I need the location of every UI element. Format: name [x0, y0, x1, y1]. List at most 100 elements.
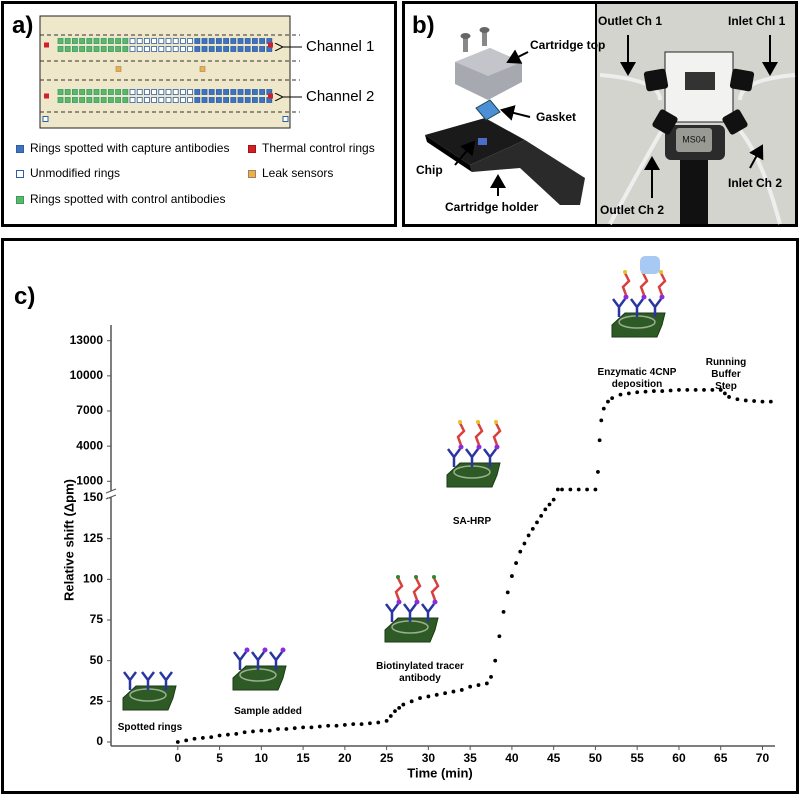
ring	[172, 89, 179, 95]
data-point	[510, 574, 514, 578]
y-tick-label: 10000	[70, 368, 104, 382]
data-point	[401, 702, 406, 707]
ring	[251, 97, 258, 103]
biotin	[432, 575, 436, 579]
ring	[230, 89, 237, 95]
antigen	[476, 444, 482, 450]
data-point	[597, 438, 602, 443]
channel-dividers	[40, 34, 300, 113]
data-point	[284, 727, 289, 731]
ring	[129, 89, 136, 95]
ring	[151, 97, 158, 103]
tracer	[430, 577, 440, 601]
legend-item: Rings spotted with control antibodies	[16, 192, 225, 206]
ring	[237, 38, 244, 44]
ring	[136, 97, 143, 103]
data-point	[418, 696, 422, 700]
ring	[237, 89, 244, 95]
plot: 0 25 50 75 100 125 150 1000 4000 7000 10000 13000 0 5…	[61, 256, 775, 780]
ring	[187, 89, 194, 95]
cartridge-photo	[595, 4, 796, 225]
x-tick-label: 25	[380, 751, 394, 765]
data-point	[514, 561, 518, 565]
antibody	[233, 651, 247, 670]
ring-array	[42, 38, 289, 122]
ring	[79, 38, 85, 44]
data-point	[434, 692, 439, 697]
biotin	[414, 575, 418, 579]
panel-label: b)	[412, 12, 435, 39]
antibody	[159, 671, 173, 690]
data-point	[301, 725, 306, 730]
antigen	[659, 294, 665, 300]
data-point	[251, 729, 255, 734]
y-tick-label: 125	[83, 531, 103, 545]
corner-ring	[42, 116, 49, 122]
antigen	[280, 647, 286, 653]
ring	[201, 46, 208, 52]
antibody	[483, 448, 497, 467]
data-point	[668, 388, 673, 393]
x-tick-label: 35	[463, 751, 477, 765]
data-point	[593, 487, 598, 492]
biotin	[458, 420, 462, 424]
ring	[72, 38, 78, 44]
ring	[244, 89, 251, 95]
ring	[223, 38, 230, 44]
data-point	[226, 732, 230, 737]
thermal-ring	[268, 42, 273, 48]
data-point	[426, 694, 431, 699]
ring	[259, 38, 266, 44]
data-point	[599, 418, 604, 423]
x-axis-label: Time (min)	[407, 765, 473, 780]
ring	[79, 46, 85, 52]
ring	[259, 89, 266, 95]
ring	[158, 97, 165, 103]
ring	[251, 46, 258, 52]
antibody	[465, 448, 479, 467]
data-point	[539, 513, 544, 518]
legend-swatch	[16, 145, 24, 153]
biotin	[623, 270, 627, 274]
legend-item: Leak sensors	[248, 166, 333, 180]
legend-text: Thermal control rings	[262, 141, 375, 155]
ring	[215, 46, 222, 52]
ring	[64, 97, 71, 103]
chip-id: MS04	[682, 134, 706, 144]
x-tick-label: 30	[422, 751, 436, 765]
data-point	[543, 507, 548, 512]
ring	[100, 89, 107, 95]
ring	[122, 38, 129, 44]
data-point	[292, 726, 297, 731]
antibody	[269, 651, 283, 670]
ring	[201, 97, 208, 103]
part-label: Cartridge top	[530, 38, 606, 52]
data-point	[610, 396, 615, 401]
biotin	[494, 420, 498, 424]
precipitate-glow	[640, 256, 660, 274]
data-point	[443, 691, 447, 696]
data-point	[585, 487, 589, 492]
tracer	[394, 577, 404, 601]
legend-item: Unmodified rings	[16, 166, 120, 180]
data-point	[660, 389, 665, 393]
ring	[143, 38, 150, 44]
ring	[165, 97, 172, 103]
ring	[244, 97, 251, 103]
legend-item: Thermal control rings	[248, 141, 375, 155]
annotation: SA-HRP	[452, 516, 492, 527]
ring	[79, 89, 85, 95]
ring	[158, 46, 165, 52]
antibody	[385, 603, 399, 622]
data-point	[234, 731, 239, 736]
ring	[100, 46, 107, 52]
ring	[223, 97, 230, 103]
legend-text: Unmodified rings	[30, 166, 121, 180]
ring	[64, 89, 71, 95]
ring	[136, 89, 143, 95]
data-point	[722, 391, 727, 396]
ring	[223, 89, 230, 95]
data-point	[518, 549, 523, 554]
data-point	[560, 487, 564, 492]
